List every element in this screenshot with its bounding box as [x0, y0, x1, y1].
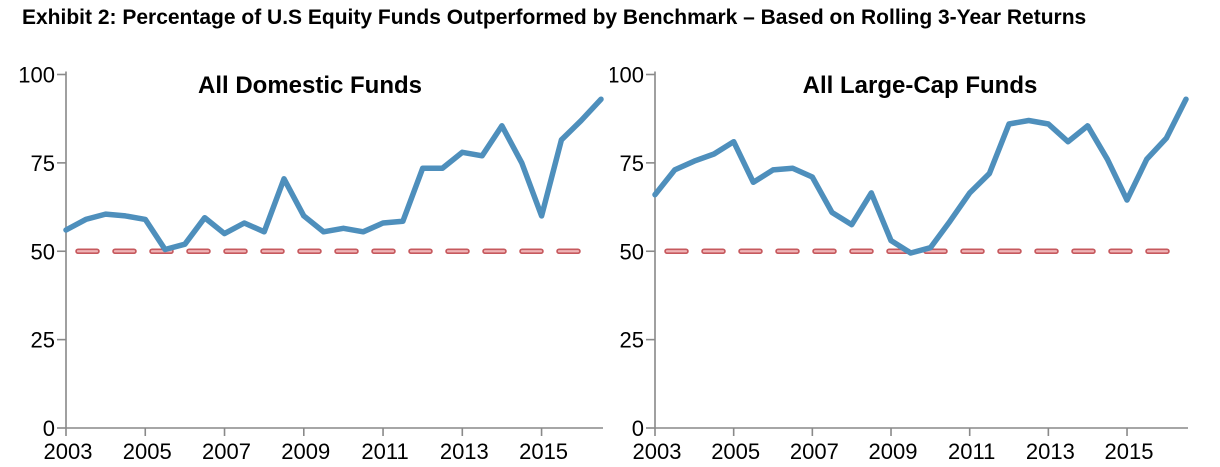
svg-text:100: 100 [18, 63, 55, 88]
svg-text:2009: 2009 [281, 439, 330, 464]
chart-title-large-cap: All Large-Cap Funds [802, 72, 1038, 99]
svg-text:2003: 2003 [44, 439, 93, 464]
svg-text:0: 0 [43, 416, 55, 441]
svg-text:2005: 2005 [711, 439, 760, 464]
svg-text:75: 75 [620, 151, 644, 176]
large-cap-funds-plot: 0 25 50 75 100 2003 2005 2007 2009 2011 2013 2015 [610, 63, 1189, 464]
svg-text:2005: 2005 [123, 439, 172, 464]
domestic-funds-plot: 0 25 50 75 100 2003 2005 2007 2009 2011 2013 2015 [18, 63, 604, 464]
svg-text:2015: 2015 [519, 439, 568, 464]
svg-text:2009: 2009 [869, 439, 918, 464]
svg-text:2011: 2011 [948, 439, 995, 464]
svg-text:25: 25 [31, 328, 55, 353]
svg-text:2013: 2013 [1026, 439, 1075, 464]
svg-text:0: 0 [632, 416, 644, 441]
svg-text:2007: 2007 [202, 439, 251, 464]
svg-text:50: 50 [620, 239, 644, 264]
svg-text:75: 75 [31, 151, 55, 176]
svg-text:25: 25 [620, 328, 644, 353]
exhibit-title: Exhibit 2: Percentage of U.S Equity Fund… [22, 6, 1087, 29]
chart-all-domestic-funds: All Domestic Funds 0 25 50 75 100 2003 2005 200… [18, 63, 604, 464]
chart-all-large-cap-funds: All Large-Cap Funds 0 25 50 75 100 2003 2005 20… [610, 0, 1220, 467]
svg-text:50: 50 [31, 239, 55, 264]
svg-text:2013: 2013 [440, 439, 489, 464]
svg-text:2011: 2011 [361, 439, 408, 464]
chart-title-domestic: All Domestic Funds [197, 72, 423, 99]
svg-text:2007: 2007 [790, 439, 839, 464]
svg-text:100: 100 [610, 63, 644, 88]
svg-text:2015: 2015 [1105, 439, 1154, 464]
svg-text:2003: 2003 [633, 439, 682, 464]
